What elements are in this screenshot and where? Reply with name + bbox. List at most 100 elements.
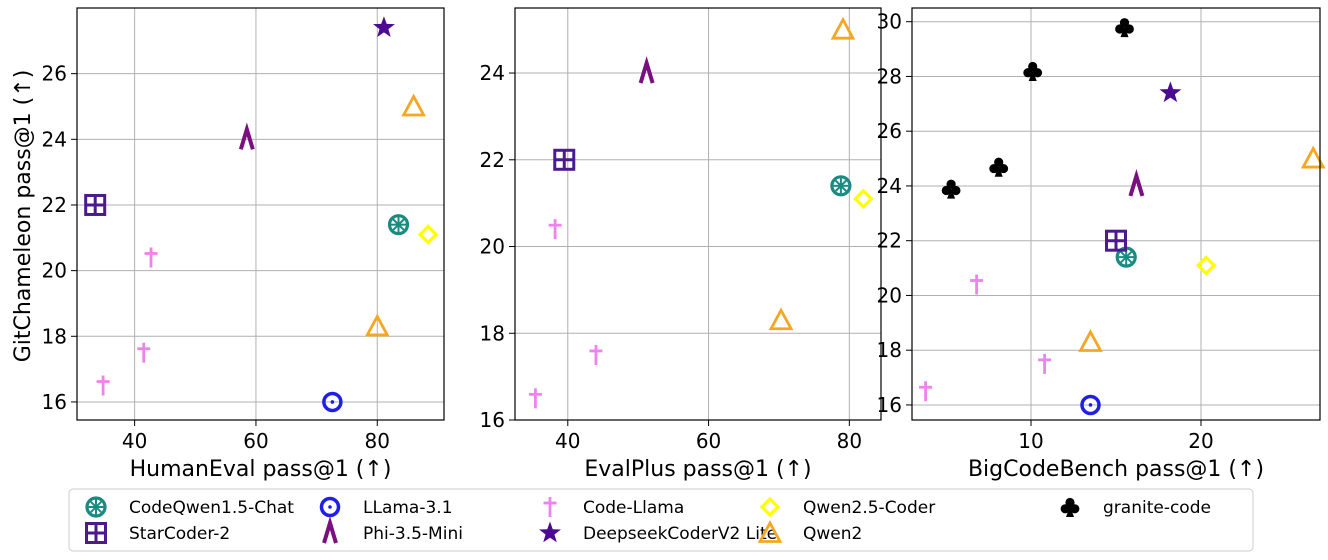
legend-marker-dagger xyxy=(543,497,557,517)
point-phi-3-5-mini xyxy=(238,122,255,150)
point-starcoder-2 xyxy=(84,193,107,216)
point-code-llama xyxy=(96,375,110,396)
x-tick-label: 60 xyxy=(243,429,268,453)
point-code-llama xyxy=(970,274,984,295)
y-tick-label: 30 xyxy=(877,10,902,34)
point-granite-code xyxy=(941,179,961,199)
point-phi-3-5-mini xyxy=(638,56,655,84)
legend-item-code-llama: Code-Llama xyxy=(543,497,684,518)
point-qwen2-5-coder xyxy=(1195,255,1217,276)
point-starcoder-2 xyxy=(553,148,576,171)
legend-label: Code-Llama xyxy=(583,498,684,518)
y-tick-label: 18 xyxy=(42,324,67,348)
legend-label: CodeQwen1.5-Chat xyxy=(129,498,294,518)
data-points xyxy=(919,18,1326,416)
y-tick-label: 20 xyxy=(480,235,505,259)
x-axis-label: BigCodeBench pass@1 (↑) xyxy=(968,457,1264,482)
y-tick-label: 28 xyxy=(877,64,902,88)
x-tick-label: 80 xyxy=(365,429,390,453)
x-tick-label: 40 xyxy=(555,429,580,453)
x-tick-label: 60 xyxy=(696,429,721,453)
point-qwen2-5-coder xyxy=(417,224,439,245)
legend-item-llama-3-1: LLama-3.1 xyxy=(319,496,453,518)
legend-item-codeqwen1-5-chat: CodeQwen1.5-Chat xyxy=(85,496,294,518)
point-code-llama xyxy=(528,388,542,409)
gridlines xyxy=(77,8,444,420)
y-tick-label: 26 xyxy=(42,62,67,86)
point-granite-code xyxy=(1115,18,1134,38)
y-tick-label: 16 xyxy=(480,408,505,432)
shared-y-axis-label: GitChameleon pass@1 (↑) xyxy=(11,70,36,363)
point-qwen2 xyxy=(364,313,390,337)
x-tick-label: 40 xyxy=(122,429,147,453)
y-tick-label: 20 xyxy=(42,259,67,283)
legend-marker-target xyxy=(319,496,341,518)
ticks: 40 60 80 16 18 20 22 24 26 xyxy=(42,62,390,453)
y-tick-label: 16 xyxy=(877,393,902,417)
legend-label: Qwen2 xyxy=(803,524,862,544)
legend-item-phi-3-5-mini: Phi-3.5-Mini xyxy=(322,516,463,544)
point-code-llama xyxy=(1038,353,1052,374)
point-qwen2 xyxy=(1300,145,1326,169)
point-deepseekcoderv2-lite xyxy=(373,16,395,37)
x-tick-label: 80 xyxy=(837,429,862,453)
data-points xyxy=(528,16,874,409)
point-qwen2 xyxy=(768,307,794,331)
x-axis-label: EvalPlus pass@1 (↑) xyxy=(584,457,811,482)
x-tick-label: 10 xyxy=(1018,429,1043,453)
point-llama-3-1 xyxy=(322,391,343,413)
legend-item-qwen2-5-coder: Qwen2.5-Coder xyxy=(759,496,935,518)
y-tick-label: 24 xyxy=(877,174,902,198)
gridlines xyxy=(515,8,881,421)
plot-frame xyxy=(514,7,882,421)
y-tick-label: 16 xyxy=(42,390,67,414)
point-code-llama xyxy=(144,247,158,268)
ticks: 40 60 80 16 18 20 22 24 xyxy=(480,61,863,453)
point-deepseekcoderv2-lite xyxy=(1159,81,1182,103)
point-qwen2-5-coder xyxy=(853,188,874,210)
legend-marker-lambda xyxy=(322,516,338,544)
data-points xyxy=(84,16,439,413)
point-qwen2 xyxy=(401,93,427,117)
y-tick-label: 20 xyxy=(877,283,902,307)
point-qwen2 xyxy=(830,16,856,40)
legend-item-granite-code: granite-code xyxy=(1060,497,1211,518)
ticks: 10 20 16 18 20 22 24 26 28 30 xyxy=(877,10,1214,453)
legend-marker-wheel xyxy=(85,496,107,518)
gridlines xyxy=(912,8,1320,420)
legend-label: Qwen2.5-Coder xyxy=(803,498,935,518)
legend-label: Phi-3.5-Mini xyxy=(363,524,463,544)
point-phi-3-5-mini xyxy=(1128,168,1145,197)
legend-frame xyxy=(68,488,1254,552)
point-starcoder-2 xyxy=(1105,229,1127,252)
point-granite-code xyxy=(989,157,1009,177)
legend-item-qwen2: Qwen2 xyxy=(757,520,862,544)
plot-frame xyxy=(76,7,445,421)
y-tick-label: 24 xyxy=(42,127,67,151)
point-code-llama xyxy=(589,344,603,365)
legend-label: LLama-3.1 xyxy=(363,498,453,518)
legend-marker-club xyxy=(1060,497,1080,517)
legend-label: granite-code xyxy=(1103,498,1211,518)
panel-3: 10 20 16 18 20 22 24 26 28 30 BigCodeBench pass@1 … xyxy=(877,7,1326,482)
point-code-llama xyxy=(137,342,151,363)
y-tick-label: 18 xyxy=(877,338,902,362)
point-granite-code xyxy=(1023,61,1043,81)
y-tick-label: 22 xyxy=(877,229,902,253)
panel-1: 40 60 80 16 18 20 22 24 26 HumanEval pass@1 (↑) xyxy=(42,7,445,482)
legend-item-starcoder-2: StarCoder-2 xyxy=(85,522,230,544)
point-code-llama xyxy=(919,381,933,402)
point-code-llama xyxy=(548,219,562,240)
x-axis-label: HumanEval pass@1 (↑) xyxy=(130,457,392,482)
legend-marker-triangle xyxy=(757,520,783,543)
y-tick-label: 18 xyxy=(480,321,505,345)
legend-marker-diamond xyxy=(759,496,781,518)
y-tick-label: 22 xyxy=(480,148,505,172)
point-codeqwen1-5-chat xyxy=(387,214,410,236)
plot-frame xyxy=(911,7,1321,421)
y-tick-label: 22 xyxy=(42,193,67,217)
point-llama-3-1 xyxy=(1080,394,1101,416)
legend-marker-star xyxy=(539,521,561,543)
